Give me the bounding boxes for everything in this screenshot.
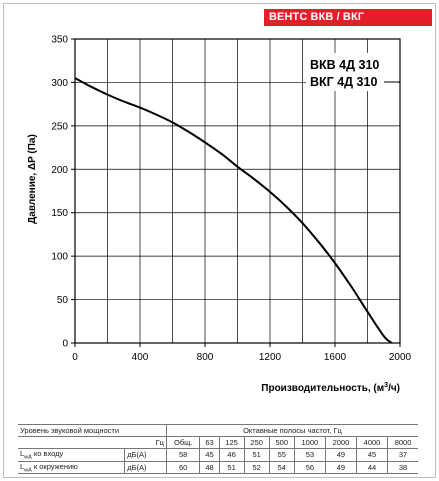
chart-title-line-1: ВКВ 4Д 310	[310, 58, 379, 72]
table-cell: 4000	[355, 436, 388, 449]
y-tick-label: 0	[62, 339, 68, 350]
table-cell: 63	[199, 436, 220, 449]
y-tick-label: 250	[51, 121, 68, 132]
y-tick-label: 200	[51, 165, 68, 176]
x-tick-label: 1600	[324, 352, 347, 363]
table-cell: 37	[387, 448, 418, 462]
brand-label: ВЕНТС ВКВ / ВКГ	[264, 9, 432, 26]
y-tick-label: 300	[51, 78, 68, 89]
chart-title: ВКВ 4Д 310 ВКГ 4Д 310	[306, 53, 400, 91]
table-cell: 38	[387, 461, 418, 474]
table-cell: Уровень звуковой мощности	[18, 424, 167, 437]
table-cell-label: LwA к окружению	[18, 461, 125, 474]
table-cell: 55	[268, 448, 295, 462]
x-tick-label: 1200	[259, 352, 282, 363]
title-background	[306, 53, 398, 91]
table-cell: 49	[324, 461, 357, 474]
x-tick-label: 0	[72, 352, 78, 363]
table-cell: 56	[293, 461, 326, 474]
table-cell: 44	[355, 461, 388, 474]
x-axis-label: Производительность, (м3/ч)	[261, 382, 400, 394]
x-tick-label: 2000	[389, 352, 412, 363]
table-cell: 48	[199, 461, 220, 474]
table-cell: дБ(А)	[124, 448, 167, 462]
table-cell: 500	[268, 436, 295, 449]
table-cell: 2000	[324, 436, 357, 449]
y-tick-label: 50	[57, 295, 69, 306]
y-tick-label: 100	[51, 252, 68, 263]
table-cell: 53	[293, 448, 326, 462]
table-row: Уровень звуковой мощности Октавные полос…	[18, 424, 418, 437]
series-line	[74, 77, 393, 344]
chart-title-line-2: ВКГ 4Д 310	[310, 75, 377, 89]
y-tick-label: 150	[51, 208, 68, 219]
table-cell	[18, 436, 125, 449]
table-cell: 1000	[293, 436, 326, 449]
page-frame	[3, 3, 436, 478]
table-cell: 125	[218, 436, 245, 449]
plot-frame	[74, 38, 401, 344]
table-cell: 51	[218, 461, 245, 474]
table-cell: 45	[199, 448, 220, 462]
table-row: Гц Общ. 63 125 250 500 1000 2000 4000 80…	[18, 436, 418, 449]
table-cell: Гц	[124, 436, 167, 449]
table-cell: 250	[243, 436, 270, 449]
sound-power-table: Уровень звуковой мощности Октавные полос…	[18, 424, 418, 474]
table-row: LwA ко входу дБ(А) 58 45 46 51 55 53 49 …	[18, 448, 418, 462]
table-cell-label: LwA ко входу	[18, 448, 125, 462]
chart-ticks: 0 50 100 150 200 250 300 350 0 400 800 1200 1600 2000	[51, 35, 411, 364]
table-cell: 60	[165, 461, 200, 474]
table-cell: 54	[268, 461, 295, 474]
table-cell: 8000	[387, 436, 418, 449]
table-cell: 49	[324, 448, 357, 462]
y-tick-label: 350	[51, 35, 68, 46]
table-cell: 51	[243, 448, 270, 462]
x-tick-label: 400	[132, 352, 149, 363]
pressure-flow-chart: 0 50 100 150 200 250 300 350 0 400 800 1200 1600 2000…	[27, 35, 412, 395]
table-cell: 46	[218, 448, 245, 462]
table-cell: 58	[165, 448, 200, 462]
table-cell: Общ.	[165, 436, 200, 449]
x-tick-label: 800	[197, 352, 214, 363]
table-cell: дБ(А)	[124, 461, 167, 474]
table-cell: 52	[243, 461, 270, 474]
table-row: LwA к окружению дБ(А) 60 48 51 52 54 56 …	[18, 461, 418, 474]
table-cell: Октавные полосы частот, Гц	[165, 424, 418, 437]
table-cell: 45	[355, 448, 388, 462]
y-axis-label: Давление, ΔP (Па)	[27, 134, 38, 224]
